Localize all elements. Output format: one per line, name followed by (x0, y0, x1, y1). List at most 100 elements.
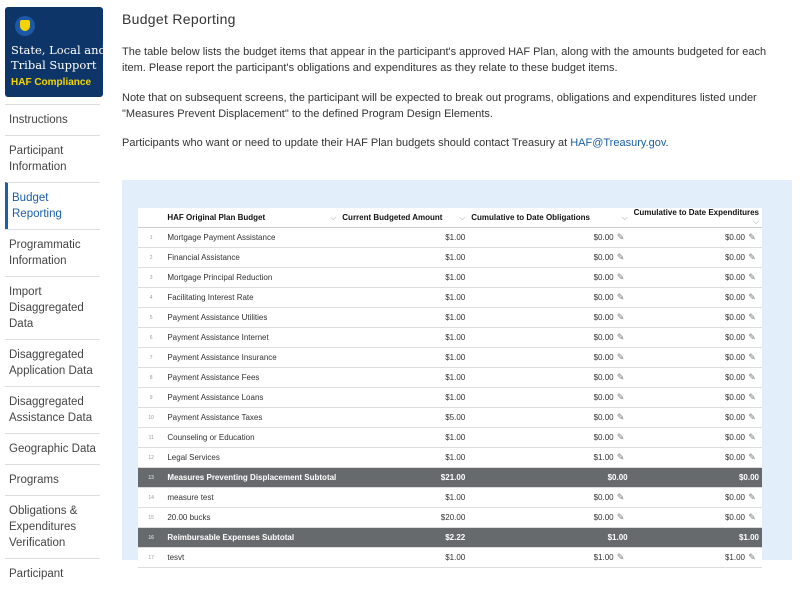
budgeted-amount: $1.00 (339, 307, 469, 328)
obligations-cell[interactable]: $1.00 ✎ (468, 447, 631, 468)
budget-item-name: Payment Assistance Taxes (164, 407, 340, 428)
obligations-cell[interactable]: $0.00 ✎ (468, 367, 631, 388)
obligations-cell[interactable]: $0.00 ✎ (468, 387, 631, 408)
obligations-cell[interactable]: $0.00 ✎ (468, 407, 631, 428)
expenditures-cell[interactable]: $0.00 ✎ (630, 407, 762, 428)
budgeted-amount: $1.00 (339, 287, 469, 308)
expenditures-cell[interactable]: $0.00 ✎ (630, 447, 762, 468)
row-number: 15 (138, 507, 165, 528)
edit-pencil-icon[interactable]: ✎ (748, 432, 756, 442)
sidebar-item-participant-information[interactable]: Participant Information (5, 135, 100, 182)
expenditures-cell[interactable]: $0.00 ✎ (630, 327, 762, 348)
expenditures-cell[interactable]: $0.00 ✎ (630, 367, 762, 388)
expenditures-cell[interactable]: $0.00 ✎ (630, 267, 762, 288)
expenditures-cell[interactable]: $0.00 ✎ (630, 307, 762, 328)
chevron-down-icon[interactable]: ⌵ (752, 217, 759, 226)
column-header-expenditures[interactable]: Cumulative to Date Expenditures ⌵ (630, 208, 762, 228)
row-number: 12 (138, 447, 165, 468)
column-header-budgeted-amount[interactable]: Current Budgeted Amount ⌵ (339, 208, 469, 228)
expenditures-cell[interactable]: $0.00 ✎ (630, 227, 762, 248)
budgeted-amount: $1.00 (339, 327, 469, 348)
edit-pencil-icon[interactable]: ✎ (748, 552, 756, 562)
edit-pencil-icon[interactable]: ✎ (616, 552, 625, 562)
edit-pencil-icon[interactable]: ✎ (616, 372, 625, 382)
expenditures-cell[interactable]: $0.00 ✎ (630, 347, 762, 368)
table-row: 14 measure test $1.00 $0.00 ✎ $0.00 ✎ (138, 487, 762, 508)
expenditures-cell[interactable]: $0.00 ✎ (630, 387, 762, 408)
intro-paragraph: The table below lists the budget items t… (122, 46, 767, 74)
sidebar-item-disaggregated-assistance-data[interactable]: Disaggregated Assistance Data (5, 386, 100, 433)
expenditures-cell[interactable]: $0.00 ✎ (630, 287, 762, 308)
edit-pencil-icon[interactable]: ✎ (748, 492, 756, 502)
column-header-obligations[interactable]: Cumulative to Date Obligations ⌵ (468, 208, 631, 228)
edit-pencil-icon[interactable]: ✎ (748, 512, 756, 522)
column-header-plan-budget[interactable]: HAF Original Plan Budget ⌵ (164, 208, 340, 228)
edit-pencil-icon[interactable]: ✎ (748, 412, 756, 422)
sidebar-item-instructions[interactable]: Instructions (5, 104, 100, 135)
table-row: 9 Payment Assistance Loans $1.00 $0.00 ✎ … (138, 387, 762, 408)
chevron-down-icon[interactable]: ⌵ (459, 212, 466, 222)
sidebar-item-disaggregated-application-data[interactable]: Disaggregated Application Data (5, 339, 100, 386)
edit-pencil-icon[interactable]: ✎ (616, 312, 625, 322)
edit-pencil-icon[interactable]: ✎ (748, 272, 756, 282)
obligations-cell: $1.00 (468, 527, 631, 548)
edit-pencil-icon[interactable]: ✎ (748, 352, 756, 362)
budgeted-amount: $1.00 (339, 387, 469, 408)
edit-pencil-icon[interactable]: ✎ (748, 372, 756, 382)
expenditures-cell[interactable]: $1.00 ✎ (630, 547, 762, 568)
edit-pencil-icon[interactable]: ✎ (616, 232, 625, 242)
obligations-cell[interactable]: $0.00 ✎ (468, 507, 631, 528)
edit-pencil-icon[interactable]: ✎ (616, 252, 625, 262)
edit-pencil-icon[interactable]: ✎ (616, 392, 625, 402)
obligations-cell[interactable]: $0.00 ✎ (468, 247, 631, 268)
contact-text: Participants who want or need to update … (122, 137, 571, 149)
edit-pencil-icon[interactable]: ✎ (616, 412, 625, 422)
sidebar-item-programmatic-information[interactable]: Programmatic Information (5, 229, 100, 276)
expenditures-cell[interactable]: $0.00 ✎ (630, 487, 762, 508)
obligations-cell[interactable]: $0.00 ✎ (468, 347, 631, 368)
obligations-cell[interactable]: $0.00 ✎ (468, 487, 631, 508)
edit-pencil-icon[interactable]: ✎ (616, 292, 625, 302)
obligations-cell[interactable]: $0.00 ✎ (468, 327, 631, 348)
obligations-cell[interactable]: $0.00 ✎ (468, 287, 631, 308)
expenditures-cell[interactable]: $0.00 ✎ (630, 507, 762, 528)
sidebar-item-geographic-data[interactable]: Geographic Data (5, 433, 100, 464)
treasury-email-link[interactable]: HAF@Treasury.gov (570, 137, 666, 149)
obligations-cell[interactable]: $0.00 ✎ (468, 427, 631, 448)
edit-pencil-icon[interactable]: ✎ (748, 292, 756, 302)
chevron-down-icon[interactable]: ⌵ (330, 212, 337, 222)
obligations-cell[interactable]: $1.00 ✎ (468, 547, 631, 568)
edit-pencil-icon[interactable]: ✎ (616, 452, 625, 462)
sidebar-item-import-disaggregated-data[interactable]: Import Disaggregated Data (5, 276, 100, 339)
edit-pencil-icon[interactable]: ✎ (616, 512, 625, 522)
row-number: 6 (138, 327, 165, 348)
edit-pencil-icon[interactable]: ✎ (616, 432, 625, 442)
edit-pencil-icon[interactable]: ✎ (748, 232, 756, 242)
budget-item-name: tesvt (164, 547, 340, 568)
edit-pencil-icon[interactable]: ✎ (616, 272, 625, 282)
page-title: Budget Reporting (122, 11, 236, 27)
budget-panel: HAF Original Plan Budget ⌵ Current Budget… (122, 180, 792, 568)
edit-pencil-icon[interactable]: ✎ (748, 452, 756, 462)
chevron-down-icon[interactable]: ⌵ (621, 212, 628, 222)
edit-pencil-icon[interactable]: ✎ (748, 332, 756, 342)
table-row: 1 Mortgage Payment Assistance $1.00 $0.0… (138, 227, 762, 248)
table-row: 12 Legal Services $1.00 $1.00 ✎ $0.00 ✎ (138, 447, 762, 468)
budget-item-name: Payment Assistance Insurance (164, 347, 340, 368)
expenditures-cell[interactable]: $0.00 ✎ (630, 247, 762, 268)
brand-logo[interactable]: State, Local and Tribal Support HAF Comp… (5, 7, 106, 97)
sidebar-item-participant[interactable]: Participant (5, 558, 100, 589)
obligations-cell[interactable]: $0.00 ✎ (468, 227, 631, 248)
obligations-cell[interactable]: $0.00 ✎ (468, 267, 631, 288)
sidebar-item-programs[interactable]: Programs (5, 464, 100, 495)
edit-pencil-icon[interactable]: ✎ (748, 392, 756, 402)
edit-pencil-icon[interactable]: ✎ (616, 492, 625, 502)
edit-pencil-icon[interactable]: ✎ (748, 252, 756, 262)
edit-pencil-icon[interactable]: ✎ (616, 332, 625, 342)
edit-pencil-icon[interactable]: ✎ (616, 352, 625, 362)
obligations-cell[interactable]: $0.00 ✎ (468, 307, 631, 328)
sidebar-item-budget-reporting[interactable]: Budget Reporting (5, 182, 100, 229)
expenditures-cell[interactable]: $0.00 ✎ (630, 427, 762, 448)
sidebar-item-obligations-expenditures-verification[interactable]: Obligations & Expenditures Verification (5, 495, 100, 558)
edit-pencil-icon[interactable]: ✎ (748, 312, 756, 322)
